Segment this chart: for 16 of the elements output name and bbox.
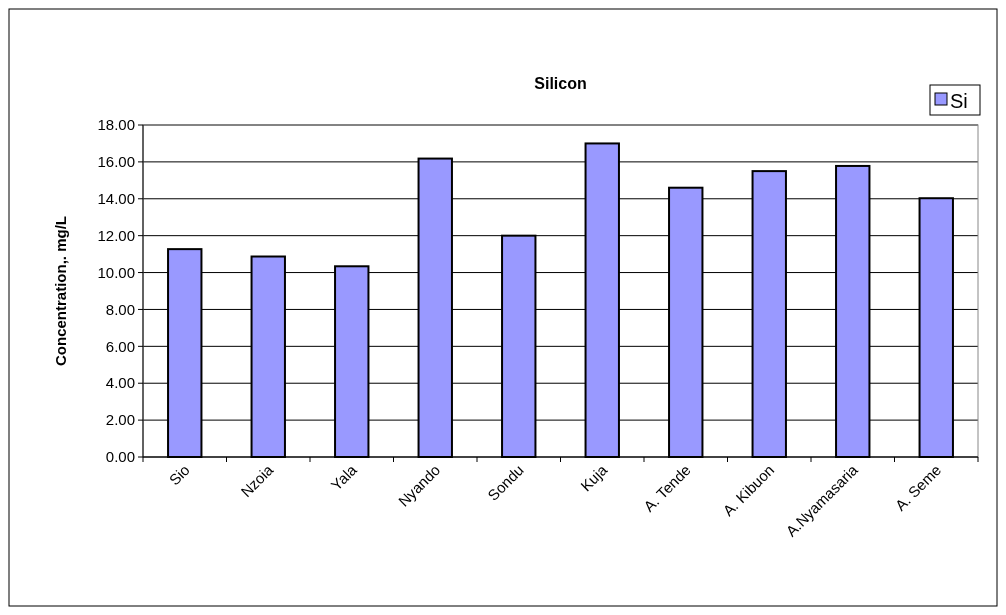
y-tick-label: 14.00 [97,190,135,208]
y-tick-label: 6.00 [105,337,135,355]
y-tick-label: 8.00 [105,300,135,318]
x-tick-label: Kuja [577,460,611,495]
y-axis-title: Concentration,. mg/L [52,216,69,366]
y-tick-label: 12.00 [97,226,135,244]
legend-label: Si [950,90,968,112]
y-tick-label: 16.00 [97,153,135,171]
x-tick-label: Sio [165,461,193,489]
x-tick-label: Yala [327,460,361,494]
y-tick-label: 0.00 [105,448,135,466]
y-tick-label: 2.00 [105,411,135,429]
y-tick-label: 10.00 [97,263,135,281]
chart-title: Silicon [534,75,587,92]
y-tick-label: 18.00 [97,116,135,134]
y-tick-label: 4.00 [105,374,135,392]
